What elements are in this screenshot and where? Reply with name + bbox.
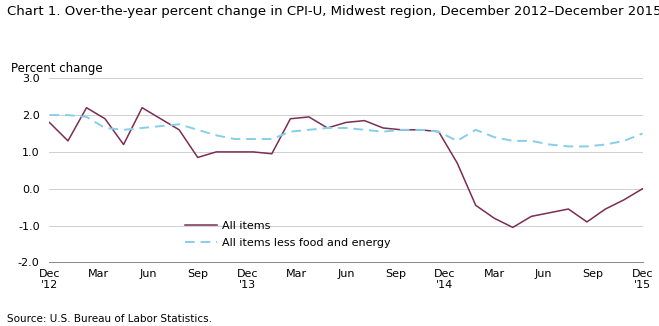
All items less food and energy (453, 139, 461, 143)
All items (231, 150, 239, 154)
All items (509, 226, 517, 230)
All items (45, 121, 53, 125)
Line: All items less food and energy: All items less food and energy (49, 115, 643, 146)
All items (546, 211, 554, 215)
All items less food and energy (379, 130, 387, 134)
Text: Chart 1. Over-the-year percent change in CPI-U, Midwest region, December 2012–De: Chart 1. Over-the-year percent change in… (7, 5, 659, 18)
All items less food and energy (101, 126, 109, 130)
All items (268, 152, 276, 156)
All items (435, 130, 443, 134)
All items less food and energy (639, 131, 646, 136)
All items (397, 128, 405, 132)
All items (342, 121, 350, 125)
All items (249, 150, 257, 154)
All items (620, 198, 628, 202)
All items (472, 203, 480, 207)
All items less food and energy (509, 139, 517, 143)
All items less food and energy (305, 128, 313, 132)
All items (101, 117, 109, 121)
All items less food and energy (527, 139, 535, 143)
All items (527, 215, 535, 218)
All items less food and energy (583, 144, 591, 148)
All items (360, 119, 368, 123)
All items (639, 187, 646, 191)
Text: Percent change: Percent change (11, 62, 103, 75)
All items (157, 117, 165, 121)
All items less food and energy (64, 113, 72, 117)
All items less food and energy (472, 128, 480, 132)
All items less food and energy (175, 122, 183, 126)
All items (212, 150, 220, 154)
All items less food and energy (564, 144, 572, 148)
All items (379, 126, 387, 130)
All items (583, 220, 591, 224)
All items less food and energy (82, 115, 90, 119)
Line: All items: All items (49, 108, 643, 228)
All items less food and energy (268, 137, 276, 141)
All items (564, 207, 572, 211)
All items less food and energy (602, 142, 610, 146)
All items (175, 128, 183, 132)
All items less food and energy (194, 128, 202, 132)
Legend: All items, All items less food and energy: All items, All items less food and energ… (185, 221, 391, 248)
All items (305, 115, 313, 119)
All items (120, 142, 128, 146)
All items less food and energy (324, 126, 331, 130)
All items (82, 106, 90, 110)
All items less food and energy (360, 128, 368, 132)
All items less food and energy (212, 133, 220, 137)
All items (64, 139, 72, 143)
All items less food and energy (490, 135, 498, 139)
All items less food and energy (546, 142, 554, 146)
All items less food and energy (435, 130, 443, 134)
Text: Source: U.S. Bureau of Labor Statistics.: Source: U.S. Bureau of Labor Statistics. (7, 314, 212, 324)
All items less food and energy (45, 113, 53, 117)
All items less food and energy (287, 130, 295, 134)
All items (287, 117, 295, 121)
All items less food and energy (138, 126, 146, 130)
All items (138, 106, 146, 110)
All items less food and energy (416, 128, 424, 132)
All items (453, 161, 461, 165)
All items less food and energy (397, 128, 405, 132)
All items less food and energy (620, 139, 628, 143)
All items less food and energy (342, 126, 350, 130)
All items (602, 207, 610, 211)
All items (194, 156, 202, 159)
All items less food and energy (157, 124, 165, 128)
All items less food and energy (249, 137, 257, 141)
All items (324, 126, 331, 130)
All items less food and energy (231, 137, 239, 141)
All items (416, 128, 424, 132)
All items less food and energy (120, 128, 128, 132)
All items (490, 216, 498, 220)
